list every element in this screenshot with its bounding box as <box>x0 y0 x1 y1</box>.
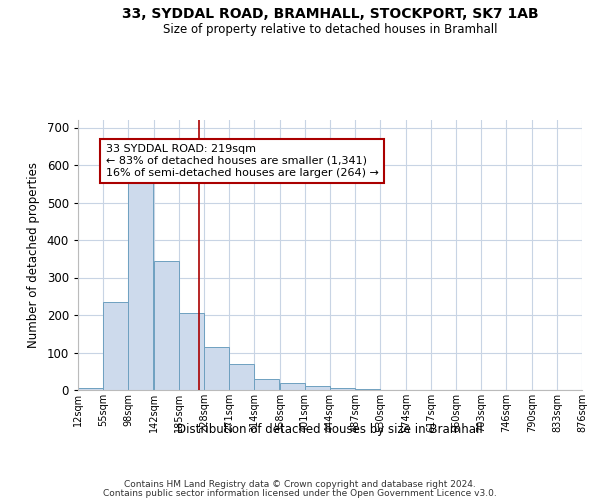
Bar <box>229 364 254 390</box>
Bar <box>330 388 355 390</box>
Bar <box>204 347 229 390</box>
Bar <box>154 260 179 390</box>
Y-axis label: Number of detached properties: Number of detached properties <box>27 162 40 348</box>
Text: Contains HM Land Registry data © Crown copyright and database right 2024.: Contains HM Land Registry data © Crown c… <box>124 480 476 489</box>
Bar <box>78 388 103 390</box>
Bar <box>128 156 153 390</box>
Bar <box>305 386 330 390</box>
Text: Distribution of detached houses by size in Bramhall: Distribution of detached houses by size … <box>177 422 483 436</box>
Bar <box>254 379 279 390</box>
Text: Contains public sector information licensed under the Open Government Licence v3: Contains public sector information licen… <box>103 489 497 498</box>
Bar <box>355 389 380 390</box>
Text: 33, SYDDAL ROAD, BRAMHALL, STOCKPORT, SK7 1AB: 33, SYDDAL ROAD, BRAMHALL, STOCKPORT, SK… <box>122 8 538 22</box>
Bar <box>280 382 305 390</box>
Text: Size of property relative to detached houses in Bramhall: Size of property relative to detached ho… <box>163 22 497 36</box>
Bar <box>179 313 204 390</box>
Text: 33 SYDDAL ROAD: 219sqm
← 83% of detached houses are smaller (1,341)
16% of semi-: 33 SYDDAL ROAD: 219sqm ← 83% of detached… <box>106 144 379 178</box>
Bar <box>103 302 128 390</box>
